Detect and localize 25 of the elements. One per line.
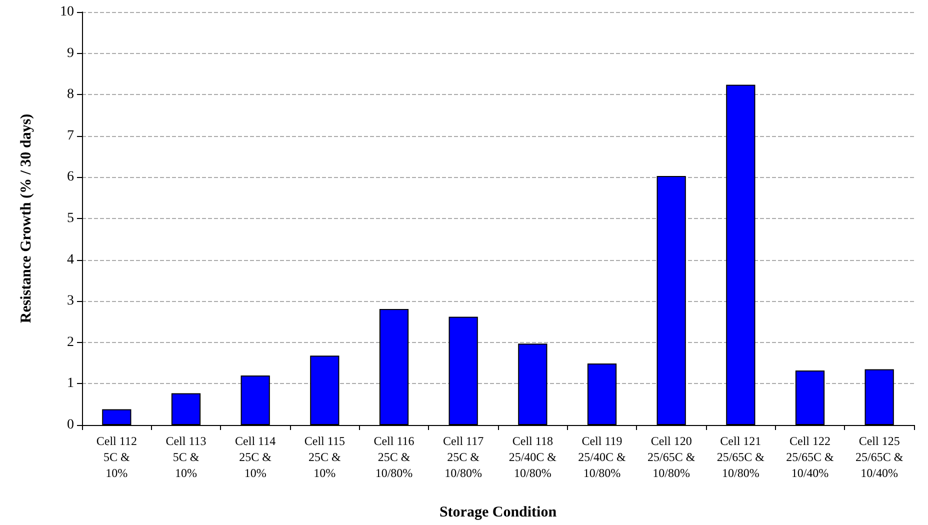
y-tick-label: 10	[60, 4, 74, 20]
y-tick-label: 4	[67, 252, 74, 268]
y-tick-label: 5	[67, 211, 74, 226]
x-tick-label: Cell 119 25/40C & 10/80%	[578, 434, 626, 480]
x-tick-label: Cell 122 25/65C & 10/40%	[786, 434, 834, 480]
x-tick-label: Cell 120 25/65C & 10/80%	[647, 434, 696, 480]
x-tick-label: Cell 121 25/65C & 10/80%	[716, 434, 766, 480]
x-tick-label: Cell 118 25/40C & 10/80%	[508, 434, 558, 480]
y-tick-label: 8	[67, 87, 74, 102]
y-tick-label: 1	[67, 376, 74, 392]
x-tick-label: Cell 112 5C & 10%	[96, 434, 137, 480]
x-tick-label: Cell 115 25C & 10%	[304, 434, 345, 480]
x-tick-label: Cell 117 25C & 10/80%	[443, 434, 484, 480]
y-tick-label: 6	[67, 170, 74, 185]
y-tick-label: 2	[67, 334, 74, 350]
x-axis-title: Storage Condition	[439, 504, 558, 520]
y-tick-label: 3	[67, 294, 74, 309]
x-tick-label: Cell 125 25/65C & 10/40%	[855, 434, 904, 480]
x-tick-label: Cell 113 5C & 10%	[166, 434, 206, 480]
x-tick-label: Cell 116 25C & 10/80%	[374, 434, 414, 480]
y-tick-label: 9	[67, 46, 74, 61]
x-tick-label: Cell 114 25C & 10%	[235, 434, 276, 480]
y-axis-title: Resistance Growth (% / 30 days)	[18, 114, 34, 324]
y-tick-label: 0	[67, 418, 74, 432]
y-tick-label: 7	[67, 128, 74, 144]
